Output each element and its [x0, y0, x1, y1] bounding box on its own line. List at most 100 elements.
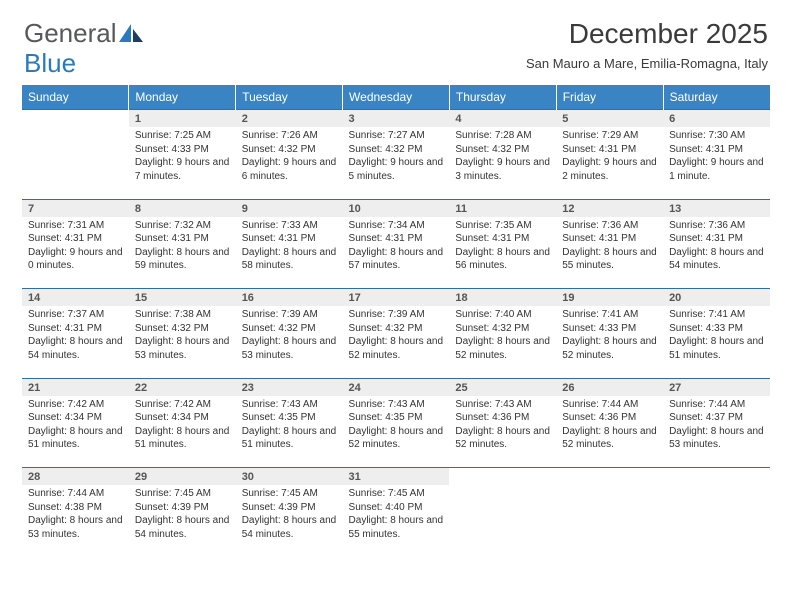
day-number-cell: 18 [449, 289, 556, 307]
day-detail-line: Sunrise: 7:43 AM [349, 398, 444, 412]
day-detail-line: Sunrise: 7:33 AM [242, 219, 337, 233]
day-detail-line: Daylight: 8 hours and 55 minutes. [562, 246, 657, 273]
day-detail-line: Sunrise: 7:26 AM [242, 129, 337, 143]
day-content-cell: Sunrise: 7:26 AMSunset: 4:32 PMDaylight:… [236, 127, 343, 189]
day-detail-line: Daylight: 9 hours and 3 minutes. [455, 156, 550, 183]
day-detail-line: Sunrise: 7:45 AM [242, 487, 337, 501]
day-content-cell: Sunrise: 7:41 AMSunset: 4:33 PMDaylight:… [663, 306, 770, 368]
day-detail-line: Sunset: 4:32 PM [455, 322, 550, 336]
week-daynum-row: 123456 [22, 110, 770, 128]
week-content-row: Sunrise: 7:44 AMSunset: 4:38 PMDaylight:… [22, 485, 770, 547]
day-detail-line: Daylight: 8 hours and 52 minutes. [349, 425, 444, 452]
day-content-cell: Sunrise: 7:45 AMSunset: 4:40 PMDaylight:… [343, 485, 450, 547]
day-content-cell: Sunrise: 7:33 AMSunset: 4:31 PMDaylight:… [236, 217, 343, 279]
day-number-cell: 26 [556, 378, 663, 396]
day-detail-line: Sunrise: 7:44 AM [562, 398, 657, 412]
day-detail-line: Daylight: 8 hours and 55 minutes. [349, 514, 444, 541]
day-detail-line: Daylight: 8 hours and 52 minutes. [349, 335, 444, 362]
day-detail-line: Sunrise: 7:36 AM [669, 219, 764, 233]
day-detail-line: Sunset: 4:31 PM [562, 143, 657, 157]
day-detail-line: Daylight: 9 hours and 5 minutes. [349, 156, 444, 183]
day-detail-line: Daylight: 8 hours and 52 minutes. [562, 335, 657, 362]
day-number-cell: 24 [343, 378, 450, 396]
day-number-cell: 6 [663, 110, 770, 128]
day-detail-line: Sunset: 4:37 PM [669, 411, 764, 425]
day-detail-line: Sunrise: 7:35 AM [455, 219, 550, 233]
logo: General [24, 18, 145, 49]
day-detail-line: Daylight: 8 hours and 51 minutes. [242, 425, 337, 452]
day-detail-line: Sunset: 4:33 PM [669, 322, 764, 336]
day-detail-line: Sunset: 4:38 PM [28, 501, 123, 515]
day-detail-line: Daylight: 8 hours and 53 minutes. [28, 514, 123, 541]
day-number-cell: 14 [22, 289, 129, 307]
day-detail-line: Sunset: 4:31 PM [28, 232, 123, 246]
day-detail-line: Daylight: 8 hours and 58 minutes. [242, 246, 337, 273]
day-detail-line: Sunrise: 7:40 AM [455, 308, 550, 322]
day-detail-line: Sunset: 4:32 PM [135, 322, 230, 336]
day-detail-line: Sunrise: 7:32 AM [135, 219, 230, 233]
day-detail-line: Sunset: 4:36 PM [562, 411, 657, 425]
day-detail-line: Sunrise: 7:31 AM [28, 219, 123, 233]
col-sunday: Sunday [22, 85, 129, 110]
day-detail-line: Sunset: 4:31 PM [562, 232, 657, 246]
day-detail-line: Sunset: 4:33 PM [135, 143, 230, 157]
day-detail-line: Daylight: 8 hours and 59 minutes. [135, 246, 230, 273]
day-content-cell: Sunrise: 7:30 AMSunset: 4:31 PMDaylight:… [663, 127, 770, 189]
week-daynum-row: 21222324252627 [22, 378, 770, 396]
day-number-cell: 25 [449, 378, 556, 396]
day-number-cell: 10 [343, 199, 450, 217]
day-detail-line: Sunset: 4:39 PM [242, 501, 337, 515]
title-block: December 2025 San Mauro a Mare, Emilia-R… [526, 18, 768, 71]
day-detail-line: Sunrise: 7:45 AM [135, 487, 230, 501]
day-detail-line: Daylight: 9 hours and 7 minutes. [135, 156, 230, 183]
day-content-cell: Sunrise: 7:34 AMSunset: 4:31 PMDaylight:… [343, 217, 450, 279]
day-detail-line: Sunset: 4:32 PM [242, 322, 337, 336]
day-detail-line: Sunset: 4:31 PM [455, 232, 550, 246]
day-detail-line: Sunset: 4:34 PM [28, 411, 123, 425]
day-content-cell: Sunrise: 7:31 AMSunset: 4:31 PMDaylight:… [22, 217, 129, 279]
day-content-cell: Sunrise: 7:44 AMSunset: 4:38 PMDaylight:… [22, 485, 129, 547]
day-content-cell: Sunrise: 7:39 AMSunset: 4:32 PMDaylight:… [236, 306, 343, 368]
day-detail-line: Sunset: 4:35 PM [349, 411, 444, 425]
week-daynum-row: 14151617181920 [22, 289, 770, 307]
day-detail-line: Daylight: 8 hours and 53 minutes. [242, 335, 337, 362]
day-detail-line: Daylight: 8 hours and 51 minutes. [669, 335, 764, 362]
day-number-cell: 13 [663, 199, 770, 217]
day-detail-line: Sunrise: 7:45 AM [349, 487, 444, 501]
page-title: December 2025 [526, 18, 768, 50]
day-detail-line: Sunset: 4:34 PM [135, 411, 230, 425]
day-detail-line: Sunrise: 7:44 AM [28, 487, 123, 501]
day-content-cell: Sunrise: 7:36 AMSunset: 4:31 PMDaylight:… [663, 217, 770, 279]
day-number-cell: 15 [129, 289, 236, 307]
week-content-row: Sunrise: 7:25 AMSunset: 4:33 PMDaylight:… [22, 127, 770, 189]
day-content-cell: Sunrise: 7:36 AMSunset: 4:31 PMDaylight:… [556, 217, 663, 279]
day-content-cell [22, 127, 129, 189]
day-number-cell: 30 [236, 468, 343, 486]
day-detail-line: Daylight: 9 hours and 2 minutes. [562, 156, 657, 183]
logo-text-blue: Blue [24, 48, 76, 79]
day-detail-line: Sunrise: 7:36 AM [562, 219, 657, 233]
day-number-cell: 11 [449, 199, 556, 217]
day-content-cell: Sunrise: 7:41 AMSunset: 4:33 PMDaylight:… [556, 306, 663, 368]
day-content-cell: Sunrise: 7:38 AMSunset: 4:32 PMDaylight:… [129, 306, 236, 368]
spacer-row [22, 279, 770, 289]
day-number-cell: 7 [22, 199, 129, 217]
day-number-cell [449, 468, 556, 486]
calendar-table: Sunday Monday Tuesday Wednesday Thursday… [22, 85, 770, 547]
week-content-row: Sunrise: 7:37 AMSunset: 4:31 PMDaylight:… [22, 306, 770, 368]
day-content-cell [449, 485, 556, 547]
day-detail-line: Sunset: 4:31 PM [669, 143, 764, 157]
header: General December 2025 San Mauro a Mare, … [0, 0, 792, 75]
day-detail-line: Sunset: 4:32 PM [349, 143, 444, 157]
day-number-cell: 12 [556, 199, 663, 217]
day-number-cell: 29 [129, 468, 236, 486]
day-content-cell: Sunrise: 7:37 AMSunset: 4:31 PMDaylight:… [22, 306, 129, 368]
day-detail-line: Daylight: 9 hours and 6 minutes. [242, 156, 337, 183]
day-detail-line: Daylight: 8 hours and 57 minutes. [349, 246, 444, 273]
day-detail-line: Sunrise: 7:39 AM [349, 308, 444, 322]
day-detail-line: Sunrise: 7:42 AM [135, 398, 230, 412]
day-detail-line: Sunset: 4:39 PM [135, 501, 230, 515]
day-detail-line: Sunset: 4:36 PM [455, 411, 550, 425]
day-detail-line: Sunrise: 7:38 AM [135, 308, 230, 322]
logo-text-general: General [24, 18, 117, 49]
